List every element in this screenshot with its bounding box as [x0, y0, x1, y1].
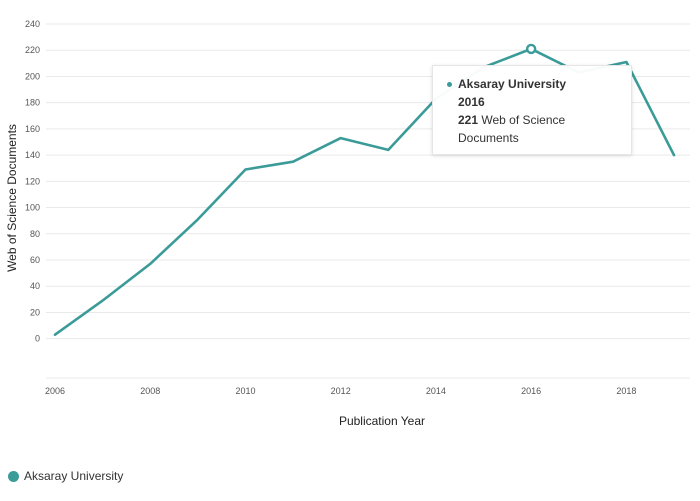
y-tick-label: 80 — [30, 229, 40, 239]
legend-label: Aksaray University — [24, 469, 124, 483]
grid-lines — [46, 23, 690, 379]
y-tick-label: 40 — [30, 281, 40, 291]
y-tick-label: 0 — [35, 334, 40, 344]
y-tick-label: 160 — [25, 124, 40, 134]
y-tick-label: 200 — [25, 71, 40, 81]
tooltip-year: 2016 — [458, 95, 485, 109]
data-point[interactable] — [192, 213, 204, 225]
x-tick-label: 2014 — [426, 386, 446, 396]
tooltip-series-dot-icon — [447, 81, 452, 87]
y-tick-label: 20 — [30, 307, 40, 317]
tooltip-value-line: 221 Web of Science — [447, 111, 621, 129]
y-axis-ticks: 0 20 40 60 80 100 120 140 160 180 200 220 240 — [25, 19, 40, 344]
y-axis-title: Web of Science Documents — [5, 124, 19, 272]
x-axis-title: Publication Year — [339, 414, 425, 428]
y-tick-label: 60 — [30, 255, 40, 265]
tooltip-unit-line2: Documents — [458, 131, 519, 145]
y-tick-label: 100 — [25, 203, 40, 213]
data-point[interactable] — [97, 295, 109, 307]
tooltip-unit-line1: Web of Science — [481, 113, 566, 127]
data-tooltip: Aksaray University 2016 221 Web of Scien… — [432, 65, 632, 155]
data-point[interactable] — [144, 258, 156, 270]
data-point[interactable] — [287, 156, 299, 168]
y-tick-label: 180 — [25, 98, 40, 108]
x-tick-label: 2010 — [235, 386, 255, 396]
data-point[interactable] — [382, 144, 394, 156]
points-group — [49, 43, 680, 341]
y-tick-label: 220 — [25, 45, 40, 55]
data-point[interactable] — [668, 149, 680, 161]
tooltip-value: 221 — [458, 113, 479, 127]
tooltip-series-row: Aksaray University — [447, 75, 621, 93]
y-tick-label: 240 — [25, 19, 40, 29]
legend-item-aksaray-university[interactable]: Aksaray University — [8, 469, 123, 483]
x-tick-label: 2008 — [140, 386, 160, 396]
y-tick-label: 140 — [25, 150, 40, 160]
highlighted-data-point[interactable] — [525, 43, 537, 55]
data-point[interactable] — [335, 132, 347, 144]
x-tick-label: 2012 — [331, 386, 351, 396]
x-tick-label: 2018 — [616, 386, 636, 396]
legend-swatch-icon — [8, 470, 19, 482]
data-point[interactable] — [239, 164, 251, 176]
tooltip-series-name: Aksaray University — [458, 77, 567, 91]
data-point[interactable] — [49, 329, 61, 341]
x-axis-ticks: 2006 2008 2010 2012 2014 2016 2018 — [45, 386, 636, 396]
x-tick-label: 2006 — [45, 386, 65, 396]
x-tick-label: 2016 — [521, 386, 541, 396]
y-tick-label: 120 — [25, 176, 40, 186]
